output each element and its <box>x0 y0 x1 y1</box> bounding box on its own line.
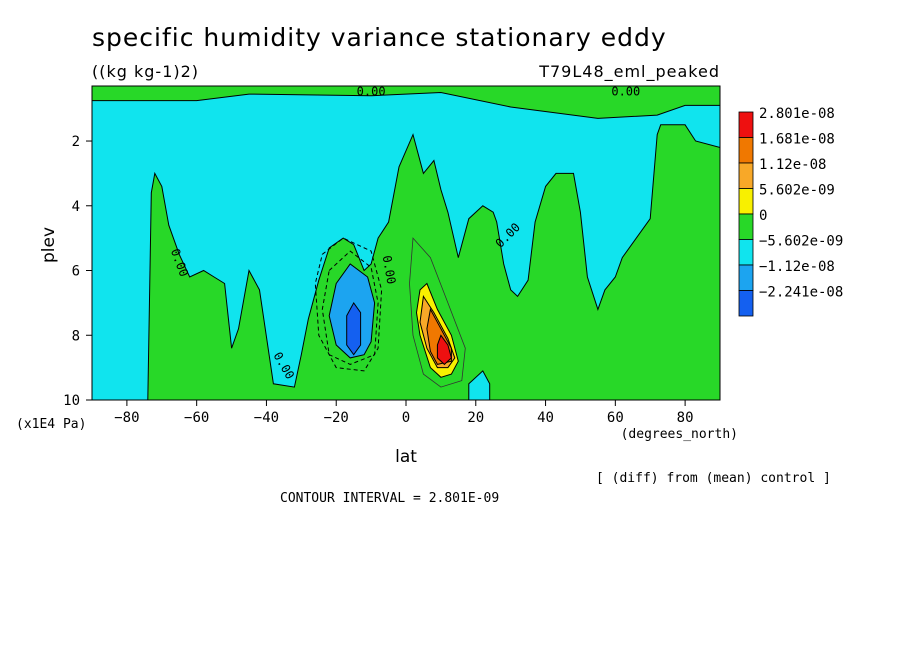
y-tick-label: 6 <box>72 264 80 280</box>
diff-note: [ (diff) from (mean) control ] <box>596 471 831 486</box>
plot-area: 0.00 0.000.000.000.000.00 <box>91 85 721 401</box>
legend-swatch <box>738 213 754 240</box>
y-tick-label: 10 <box>63 393 80 409</box>
x-tick-label: −80 <box>114 410 139 426</box>
x-tick-label: −40 <box>254 410 279 426</box>
legend-swatch <box>738 188 754 215</box>
x-tick-label: −20 <box>324 410 349 426</box>
contour-value-label: 0.00 <box>380 254 399 285</box>
x-axis-units: (degrees_north) <box>621 427 738 442</box>
run-label: T79L48_eml_peaked <box>538 62 720 82</box>
legend-label: −2.241e-08 <box>759 285 843 301</box>
y-tick-label: 4 <box>72 199 80 215</box>
chart-units: ((kg kg-1)2) <box>92 62 199 81</box>
contour-region-2 <box>468 370 491 401</box>
contour-region-1 <box>91 91 721 401</box>
x-tick-label: −60 <box>184 410 209 426</box>
legend-swatch <box>738 239 754 266</box>
legend-label: 1.681e-08 <box>759 132 835 148</box>
x-axis: −80 −60 −40 −20 0 20 40 60 80 <box>114 400 694 426</box>
x-tick-label: 20 <box>467 410 484 426</box>
y-axis: 2 4 6 8 10 <box>63 134 92 409</box>
contour-region-8 <box>436 334 452 366</box>
legend-swatch <box>738 264 754 291</box>
x-tick-label: 0 <box>402 410 410 426</box>
y-tick-label: 2 <box>72 134 80 150</box>
y-axis-label: plev <box>39 227 59 263</box>
contour-interval: CONTOUR INTERVAL = 2.801E-09 <box>280 491 499 506</box>
legend-label: 0 <box>759 208 767 224</box>
positive-contour-line <box>409 237 466 388</box>
legend-swatch <box>738 290 754 317</box>
contour-region-4 <box>346 301 362 356</box>
contour-value-label: 0.00 <box>611 85 640 99</box>
y-axis-units: (x1E4 Pa) <box>16 417 86 432</box>
y-tick-label: 8 <box>72 328 80 344</box>
negative-contour-line-1 <box>321 250 379 365</box>
legend-swatch <box>738 111 754 138</box>
chart-title: specific humidity variance stationary ed… <box>92 23 667 52</box>
legend-label: −1.12e-08 <box>759 259 835 275</box>
x-tick-label: 80 <box>677 410 694 426</box>
x-axis-label: lat <box>395 447 417 467</box>
legend-label: 2.801e-08 <box>759 106 835 122</box>
legend-label: 5.602e-09 <box>759 183 835 199</box>
legend-label: −5.602e-09 <box>759 234 843 250</box>
contour-value-label: 0.00 <box>357 85 386 99</box>
color-legend: 2.801e-08 1.681e-08 1.12e-08 5.602e-09 0 −5.6… <box>738 106 843 317</box>
x-tick-label: 40 <box>537 410 554 426</box>
negative-contour-line-0 <box>314 237 383 372</box>
x-tick-label: 60 <box>607 410 624 426</box>
legend-label: 1.12e-08 <box>759 157 826 173</box>
legend-swatch <box>738 137 754 164</box>
legend-swatch <box>738 162 754 189</box>
